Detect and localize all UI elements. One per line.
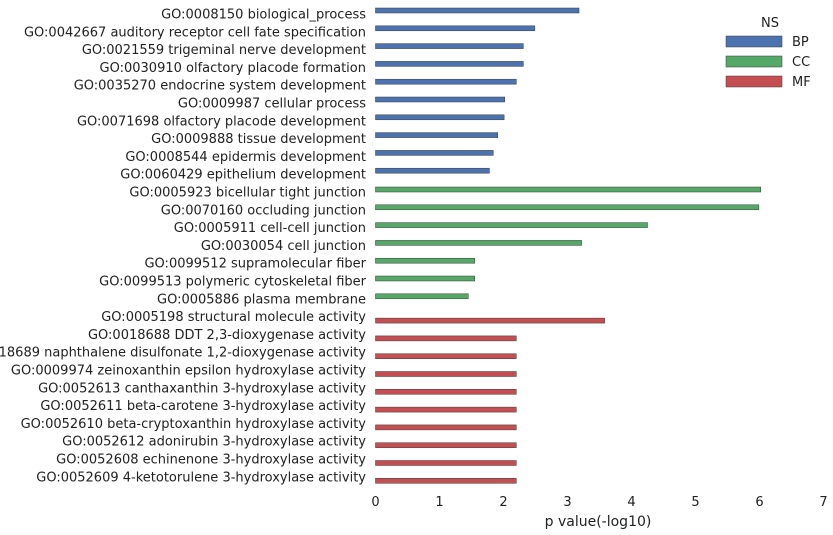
category-label: GO:0071698 olfactory placode development <box>77 114 366 129</box>
x-tick-label: 3 <box>563 495 571 510</box>
bar-cc <box>375 293 469 300</box>
bar-cc <box>375 186 762 193</box>
bar-cc <box>375 240 582 246</box>
bar-bp <box>375 150 494 156</box>
category-label: GO:0008544 epidermis development <box>125 150 366 165</box>
x-tick-label: 6 <box>755 495 763 510</box>
category-labels: GO:0008150 biological_process GO:0042667 … <box>0 8 367 486</box>
legend-label-mf: MF <box>792 75 811 90</box>
bar-mf <box>375 478 517 484</box>
category-label: GO:0018688 DDT 2,3-dioxygenase activity <box>88 328 366 343</box>
legend-title: NS <box>761 16 779 31</box>
bar-mf <box>375 335 517 342</box>
bar-mf <box>375 406 517 413</box>
bar-cc <box>375 257 475 264</box>
category-label: GO:0060429 epithelium development <box>120 168 366 183</box>
category-label: GO:0099512 supramolecular fiber <box>144 257 366 272</box>
bar-bp <box>375 114 505 121</box>
category-label: GO:0009987 cellular process <box>178 97 366 112</box>
x-tick-label: 2 <box>499 495 507 510</box>
category-label: GO:0008150 biological_process <box>161 8 366 23</box>
category-label: GO:0021559 trigeminal nerve development <box>82 43 366 58</box>
category-label: GO:0018689 naphthalene disulfonate 1,2-d… <box>0 346 366 361</box>
category-label: GO:0005198 structural molecule activity <box>101 310 366 325</box>
bar-bp <box>375 96 506 103</box>
category-label: GO:0005923 bicellular tight junction <box>129 186 366 201</box>
category-label: GO:0052611 beta-carotene 3-hydroxylase a… <box>40 399 366 414</box>
category-label: GO:0009888 tissue development <box>151 132 366 147</box>
category-label: GO:0009974 zeinoxanthin epsilon hydroxyl… <box>11 364 366 379</box>
category-label: GO:0052610 beta-cryptoxanthin hydroxylas… <box>21 417 367 432</box>
category-label: GO:0005886 plasma membrane <box>157 292 366 307</box>
x-tick-label: 4 <box>627 495 635 510</box>
bar-mf <box>375 424 517 431</box>
bar-mf <box>375 317 605 324</box>
category-label: GO:0099513 polymeric cytoskeletal fiber <box>99 275 366 290</box>
category-label: GO:0070160 occluding junction <box>161 203 366 218</box>
bar-mf <box>375 353 517 359</box>
legend-label-bp: BP <box>792 35 809 50</box>
category-label: GO:0030054 cell junction <box>201 239 366 254</box>
x-tick-label: 1 <box>435 495 443 510</box>
category-label: GO:0052612 adonirubin 3-hydroxylase acti… <box>62 435 366 450</box>
category-label: GO:0042667 auditory receptor cell fate s… <box>24 25 366 40</box>
legend: NS BP CC MF <box>725 16 811 90</box>
x-tick-label: 0 <box>371 495 379 510</box>
bar-mf <box>375 371 517 377</box>
x-axis-title: p value(-log10) <box>545 514 652 530</box>
category-label: GO:0052608 echinenone 3-hydroxylase acti… <box>56 453 366 468</box>
bar-bp <box>375 167 490 174</box>
legend-swatch-cc <box>725 55 783 68</box>
legend-swatch-mf <box>725 75 783 88</box>
legend-swatch-bp <box>725 35 783 48</box>
category-label: GO:0030910 olfactory placode formation <box>100 61 366 76</box>
x-tick-label: 7 <box>819 495 827 510</box>
x-tick-label: 5 <box>691 495 699 510</box>
bar-mf <box>375 389 517 395</box>
category-label: GO:0052613 canthaxanthin 3-hydroxylase a… <box>38 381 366 396</box>
bar-mf <box>375 442 517 448</box>
bar-bp <box>375 43 524 49</box>
bar-bp <box>375 7 580 14</box>
category-label: GO:0052609 4-ketotorulene 3-hydroxylase … <box>36 470 366 485</box>
bar-bp <box>375 25 536 32</box>
bar-cc <box>375 222 648 228</box>
bar-cc <box>375 275 475 282</box>
bar-mf <box>375 460 517 466</box>
bar-bp <box>375 132 498 138</box>
bar-bp <box>375 78 517 85</box>
category-label: GO:0005911 cell-cell junction <box>174 221 366 236</box>
bars-layer <box>375 7 762 484</box>
legend-label-cc: CC <box>792 55 810 70</box>
bar-cc <box>375 204 760 211</box>
bar-bp <box>375 61 524 67</box>
x-axis: 0 1 2 3 4 5 6 7 <box>371 495 827 510</box>
category-label: GO:0035270 endocrine system development <box>74 79 366 94</box>
